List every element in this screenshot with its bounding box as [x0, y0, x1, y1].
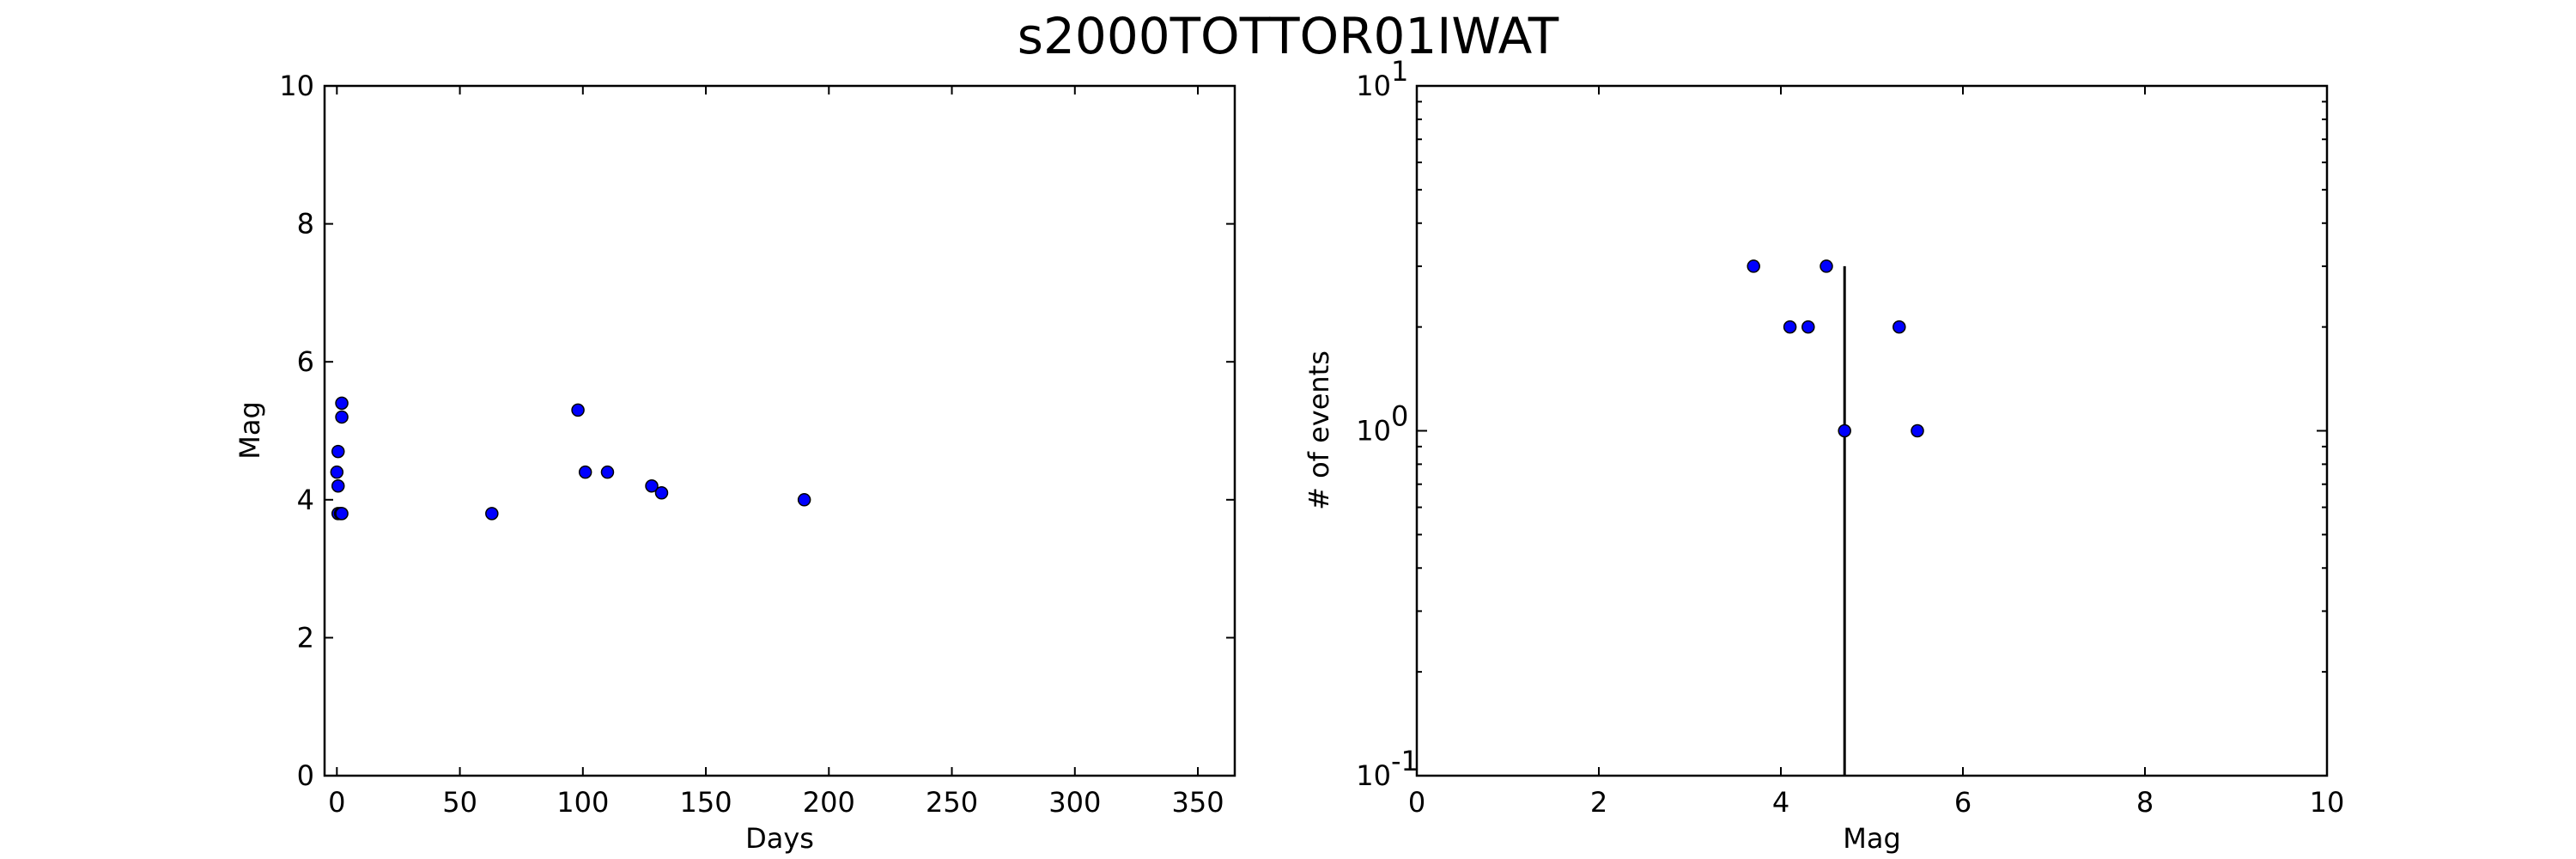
left-x-tick-label: 100: [556, 786, 609, 819]
right-x-tick-label: 10: [2310, 786, 2345, 819]
data-point: [335, 507, 349, 521]
left-plot-frame: [323, 84, 1236, 777]
data-point: [797, 493, 811, 507]
data-point: [335, 396, 349, 411]
right-plot-frame: [1415, 84, 2329, 777]
left-y-tick-label: 8: [297, 208, 314, 241]
data-point: [600, 465, 615, 479]
left-y-tick-label: 0: [297, 759, 314, 792]
left-x-axis-label: Days: [745, 822, 814, 855]
data-point: [335, 410, 349, 424]
right-y-tick-label: 10: [1356, 70, 1391, 102]
data-point: [331, 478, 345, 493]
data-point: [1838, 423, 1851, 438]
data-point: [1801, 320, 1815, 334]
magnitude-vs-days-plot: 0 50 100 150 200 250 300 350 0 2 4 6 8 10 Days Mag: [234, 70, 1236, 855]
data-point: [1783, 320, 1797, 334]
left-y-tick-label: 4: [297, 484, 314, 516]
right-x-tick-label: 8: [2136, 786, 2154, 819]
data-point: [330, 465, 344, 479]
left-x-tick-label: 50: [442, 786, 477, 819]
left-y-tick-label: 6: [297, 345, 314, 378]
data-point: [654, 486, 669, 500]
left-x-tick-label: 250: [926, 786, 978, 819]
left-plot-points: [330, 396, 811, 521]
left-x-tick-label: 0: [328, 786, 345, 819]
left-x-tick-label: 150: [680, 786, 732, 819]
figure-title: s2000TOTTOR01IWAT: [1018, 7, 1559, 65]
right-plot-points: [1747, 259, 1924, 438]
right-y-tick-label: 10: [1356, 759, 1391, 792]
left-y-axis-label: Mag: [234, 401, 266, 460]
right-y-tick-exponent: 0: [1391, 400, 1408, 433]
right-y-axis-label: # of events: [1303, 350, 1335, 510]
right-x-axis-label: Mag: [1843, 822, 1901, 855]
right-x-tick-label: 4: [1772, 786, 1789, 819]
data-point: [1820, 259, 1833, 273]
left-plot-ticks: 0 50 100 150 200 250 300 350 0 2 4 6 8 10: [279, 70, 1235, 819]
data-point: [1911, 423, 1924, 438]
right-x-tick-label: 2: [1590, 786, 1607, 819]
data-point: [571, 403, 585, 417]
left-x-tick-label: 200: [803, 786, 855, 819]
data-point: [1893, 320, 1906, 334]
data-point: [578, 465, 592, 479]
left-x-tick-label: 350: [1171, 786, 1224, 819]
left-y-tick-label: 2: [297, 621, 314, 654]
data-point: [645, 478, 659, 493]
data-point: [1747, 259, 1760, 273]
left-x-tick-label: 300: [1048, 786, 1101, 819]
right-x-tick-label: 0: [1408, 786, 1425, 819]
right-y-tick-exponent: -1: [1391, 745, 1419, 777]
data-point: [485, 507, 499, 521]
right-y-tick-exponent: 1: [1391, 55, 1408, 88]
data-point: [331, 444, 345, 459]
right-y-tick-label: 10: [1356, 415, 1391, 448]
right-x-tick-label: 6: [1954, 786, 1971, 819]
left-y-tick-label: 10: [279, 70, 314, 102]
